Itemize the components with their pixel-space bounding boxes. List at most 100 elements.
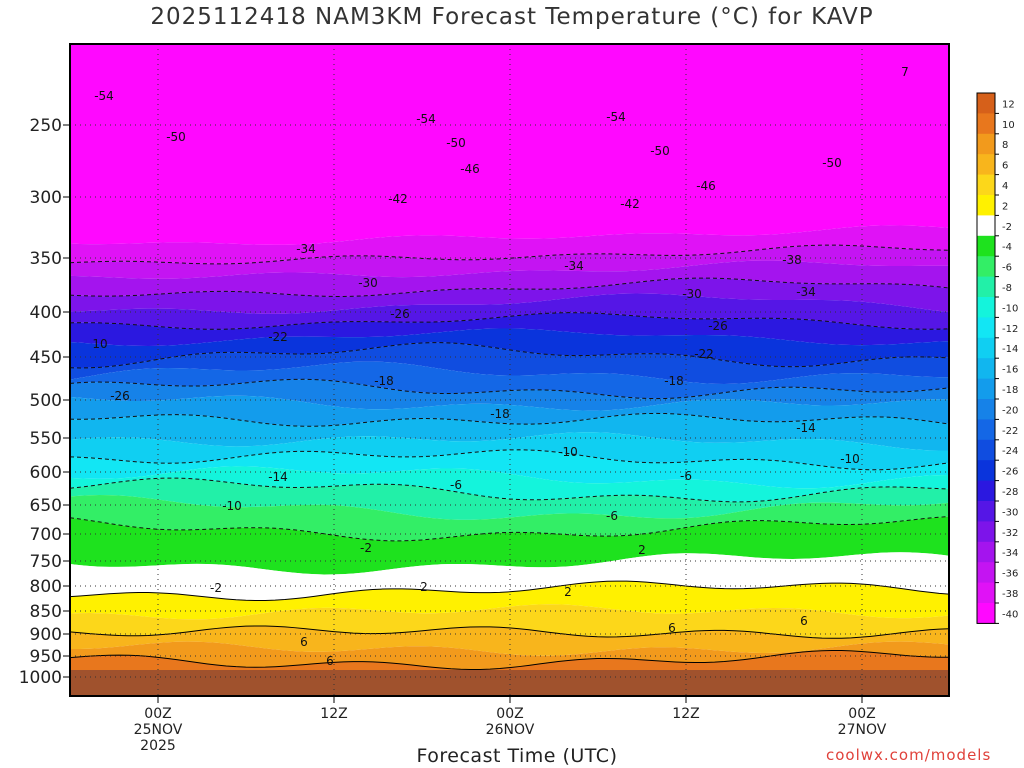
x-tick-label: 26NOV bbox=[486, 722, 535, 738]
isotherm-line bbox=[70, 649, 949, 671]
y-tick-label: 1000 bbox=[19, 668, 62, 688]
isotherm-label: -38 bbox=[782, 253, 802, 267]
isotherm-label: -50 bbox=[650, 144, 670, 158]
temperature-band bbox=[70, 413, 949, 451]
y-tick-label: 550 bbox=[30, 429, 62, 449]
colorbar-label: -32 bbox=[1002, 528, 1018, 539]
y-tick-label: 400 bbox=[30, 303, 62, 323]
isotherm-label: -26 bbox=[390, 307, 410, 321]
isotherm-label: 10 bbox=[92, 337, 107, 351]
isotherm-label: -30 bbox=[682, 287, 702, 301]
colorbar-swatch bbox=[977, 501, 995, 522]
isotherm-label: -22 bbox=[268, 330, 288, 344]
colorbar-swatch bbox=[977, 93, 995, 114]
isotherm-label: -50 bbox=[166, 130, 186, 144]
isotherm-label: 6 bbox=[800, 614, 808, 628]
colorbar-label: -8 bbox=[1002, 283, 1012, 294]
isotherm-label: -54 bbox=[606, 110, 626, 124]
colorbar-swatch bbox=[977, 154, 995, 176]
isotherm-label: -30 bbox=[358, 276, 378, 290]
y-tick-label: 900 bbox=[30, 625, 62, 645]
colorbar-label: 10 bbox=[1002, 120, 1015, 131]
temperature-bands bbox=[70, 44, 949, 696]
temperature-band bbox=[70, 245, 949, 279]
isotherm-label: 7 bbox=[901, 65, 909, 79]
colorbar-swatch bbox=[977, 276, 995, 298]
colorbar-label: -10 bbox=[1002, 303, 1018, 314]
temperature-band bbox=[70, 260, 949, 297]
isotherm-label: -26 bbox=[708, 319, 728, 333]
isotherm-label: -2 bbox=[210, 581, 222, 595]
x-tick-label: 2025 bbox=[140, 738, 176, 754]
temperature-band bbox=[70, 604, 949, 639]
isotherm-label: -14 bbox=[796, 421, 816, 435]
temperature-band bbox=[70, 641, 949, 670]
x-tick-label: 12Z bbox=[672, 706, 699, 722]
colorbar-swatch bbox=[977, 460, 995, 482]
x-tick-label: 00Z bbox=[496, 706, 523, 722]
colorbar-swatch bbox=[977, 195, 995, 216]
isotherm-line bbox=[70, 625, 949, 639]
isotherm-label: -34 bbox=[296, 242, 316, 256]
isotherm-label: -50 bbox=[822, 156, 842, 170]
colorbar-swatch bbox=[977, 133, 995, 155]
colorbar-swatch bbox=[977, 562, 995, 584]
colorbar-swatch bbox=[977, 439, 995, 461]
isotherm-label: -18 bbox=[490, 407, 510, 421]
temperature-band bbox=[70, 478, 949, 520]
colorbar-label: -2 bbox=[1002, 222, 1012, 233]
isotherm-label: -34 bbox=[564, 259, 584, 273]
isotherm-label: -14 bbox=[268, 470, 288, 484]
isotherm-label: -10 bbox=[558, 445, 578, 459]
x-tick-label: 00Z bbox=[144, 706, 171, 722]
isotherm-label: -2 bbox=[360, 541, 372, 555]
isotherm-label: -42 bbox=[388, 192, 408, 206]
colorbar-label: -12 bbox=[1002, 324, 1018, 335]
isotherm-line bbox=[70, 516, 949, 542]
y-tick-label: 800 bbox=[30, 577, 62, 597]
colorbar-swatch bbox=[977, 358, 995, 380]
isotherm-label: -6 bbox=[680, 469, 692, 483]
temperature-band bbox=[70, 328, 949, 368]
y-tick-label: 600 bbox=[30, 463, 62, 483]
isotherm-label: -26 bbox=[110, 389, 130, 403]
isotherm-label: -54 bbox=[416, 112, 436, 126]
colorbar-label: 8 bbox=[1002, 140, 1008, 151]
colorbar-label: -18 bbox=[1002, 385, 1018, 396]
x-tick-label: 12Z bbox=[320, 706, 347, 722]
colorbar-label: -34 bbox=[1002, 548, 1018, 559]
y-tick-label: 750 bbox=[30, 552, 62, 572]
colorbar-label: -22 bbox=[1002, 426, 1018, 437]
colorbar-swatch bbox=[977, 317, 995, 339]
x-axis-label: Forecast Time (UTC) bbox=[416, 745, 618, 767]
y-tick-label: 850 bbox=[30, 602, 62, 622]
colorbar-swatch bbox=[977, 113, 995, 135]
credit-link[interactable]: coolwx.com/models bbox=[826, 746, 992, 764]
colorbar-label: 6 bbox=[1002, 161, 1008, 172]
colorbar-swatch bbox=[977, 174, 995, 196]
isotherm-label: -54 bbox=[94, 89, 114, 103]
colorbar-label: 4 bbox=[1002, 181, 1008, 192]
colorbar-label: 12 bbox=[1002, 99, 1015, 110]
isotherm-label: -46 bbox=[696, 179, 716, 193]
colorbar-label: -40 bbox=[1002, 609, 1018, 620]
colorbar-label: -38 bbox=[1002, 589, 1018, 600]
isotherm-line bbox=[70, 580, 949, 602]
colorbar-swatch bbox=[977, 235, 995, 257]
isotherm-labels: -54 -54 -54 -50 -50 -50 -50 -46 -46 -42 -42 -38 -34 -… bbox=[92, 65, 909, 668]
colorbar-swatch bbox=[977, 419, 995, 441]
y-tick-label: 250 bbox=[30, 116, 62, 136]
colorbar-label: -30 bbox=[1002, 507, 1018, 518]
isotherm-label: -50 bbox=[446, 136, 466, 150]
x-tick-label: 27NOV bbox=[838, 722, 887, 738]
colorbar-swatch bbox=[977, 521, 995, 543]
colorbar-label: 2 bbox=[1002, 201, 1008, 212]
temperature-band bbox=[70, 312, 949, 346]
isotherm-label: -10 bbox=[222, 499, 242, 513]
pressure-axis: 250 300 350 400 450 500 550 600 650 700 750 800 850 9… bbox=[19, 116, 70, 688]
isotherm-label: -6 bbox=[450, 478, 462, 492]
y-tick-label: 950 bbox=[30, 647, 62, 667]
gridlines bbox=[70, 44, 949, 696]
